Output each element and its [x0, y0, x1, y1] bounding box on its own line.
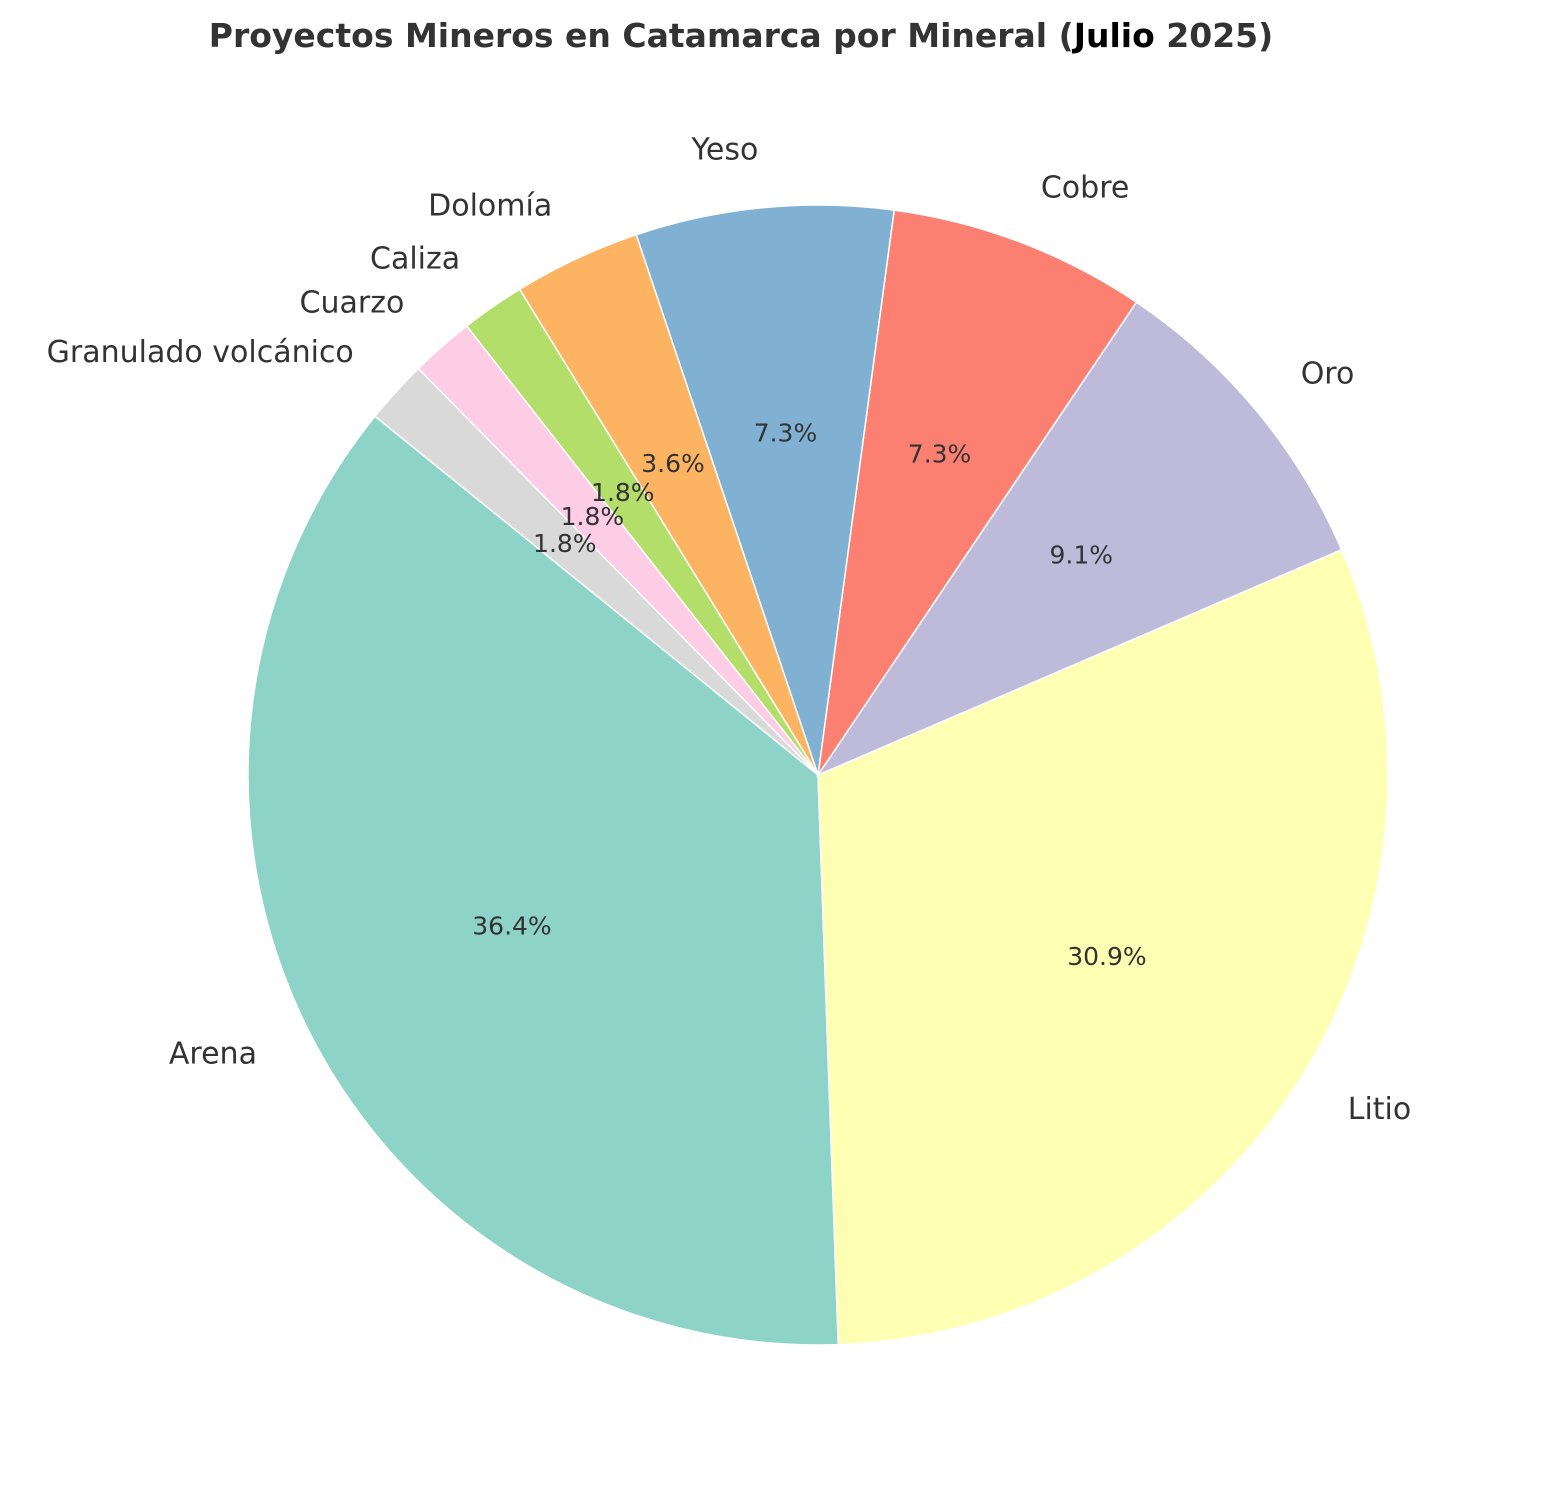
pie-slice-granulado-volcanico: [373, 367, 819, 776]
pie-percent-litio: 30.9%: [1067, 942, 1146, 971]
pie-label-oro: Oro: [1301, 356, 1355, 391]
pie-percent-caliza: 1.8%: [591, 478, 655, 507]
chart-title-start: Proyectos Mineros en Catamarca por Miner…: [209, 16, 1074, 55]
chart-title-month: Julio: [1072, 16, 1167, 55]
pie-slices: [247, 204, 1389, 1346]
pie-percent-yeso: 7.3%: [754, 419, 818, 448]
pie-labels: Arena 36.4% Litio 30.9% Oro 9.1% Cobre 7.3% Yeso…: [47, 132, 1412, 1127]
pie-slice-arena: [247, 415, 840, 1346]
pie-percent-arena: 36.4%: [472, 912, 551, 941]
chart-title-end: 2025): [1166, 16, 1273, 55]
pie-label-arena: Arena: [169, 1036, 257, 1071]
pie-percent-oro: 9.1%: [1050, 541, 1114, 570]
pie-percent-cobre: 7.3%: [908, 439, 972, 468]
pie-label-granulado-volcanico: Granulado volcánico: [47, 335, 354, 370]
pie-label-caliza: Caliza: [370, 242, 460, 277]
pie-slice-yeso: [635, 204, 896, 776]
pie-slice-litio: [817, 548, 1389, 1346]
pie-label-litio: Litio: [1348, 1092, 1412, 1127]
pie-slice-cobre: [817, 209, 1138, 776]
pie-slice-oro: [815, 301, 1343, 777]
chart-title: Proyectos Mineros en Catamarca por Miner…: [209, 16, 1273, 55]
pie-label-cuarzo: Cuarzo: [300, 285, 405, 320]
pie-label-yeso: Yeso: [691, 132, 759, 167]
pie-percent-dolomia: 3.6%: [641, 449, 705, 478]
pie-percent-granulado-volcanico: 1.8%: [533, 529, 597, 558]
pie-label-cobre: Cobre: [1041, 170, 1129, 205]
pie-percent-cuarzo: 1.8%: [561, 502, 625, 531]
pie-label-dolomia: Dolomía: [428, 189, 552, 224]
